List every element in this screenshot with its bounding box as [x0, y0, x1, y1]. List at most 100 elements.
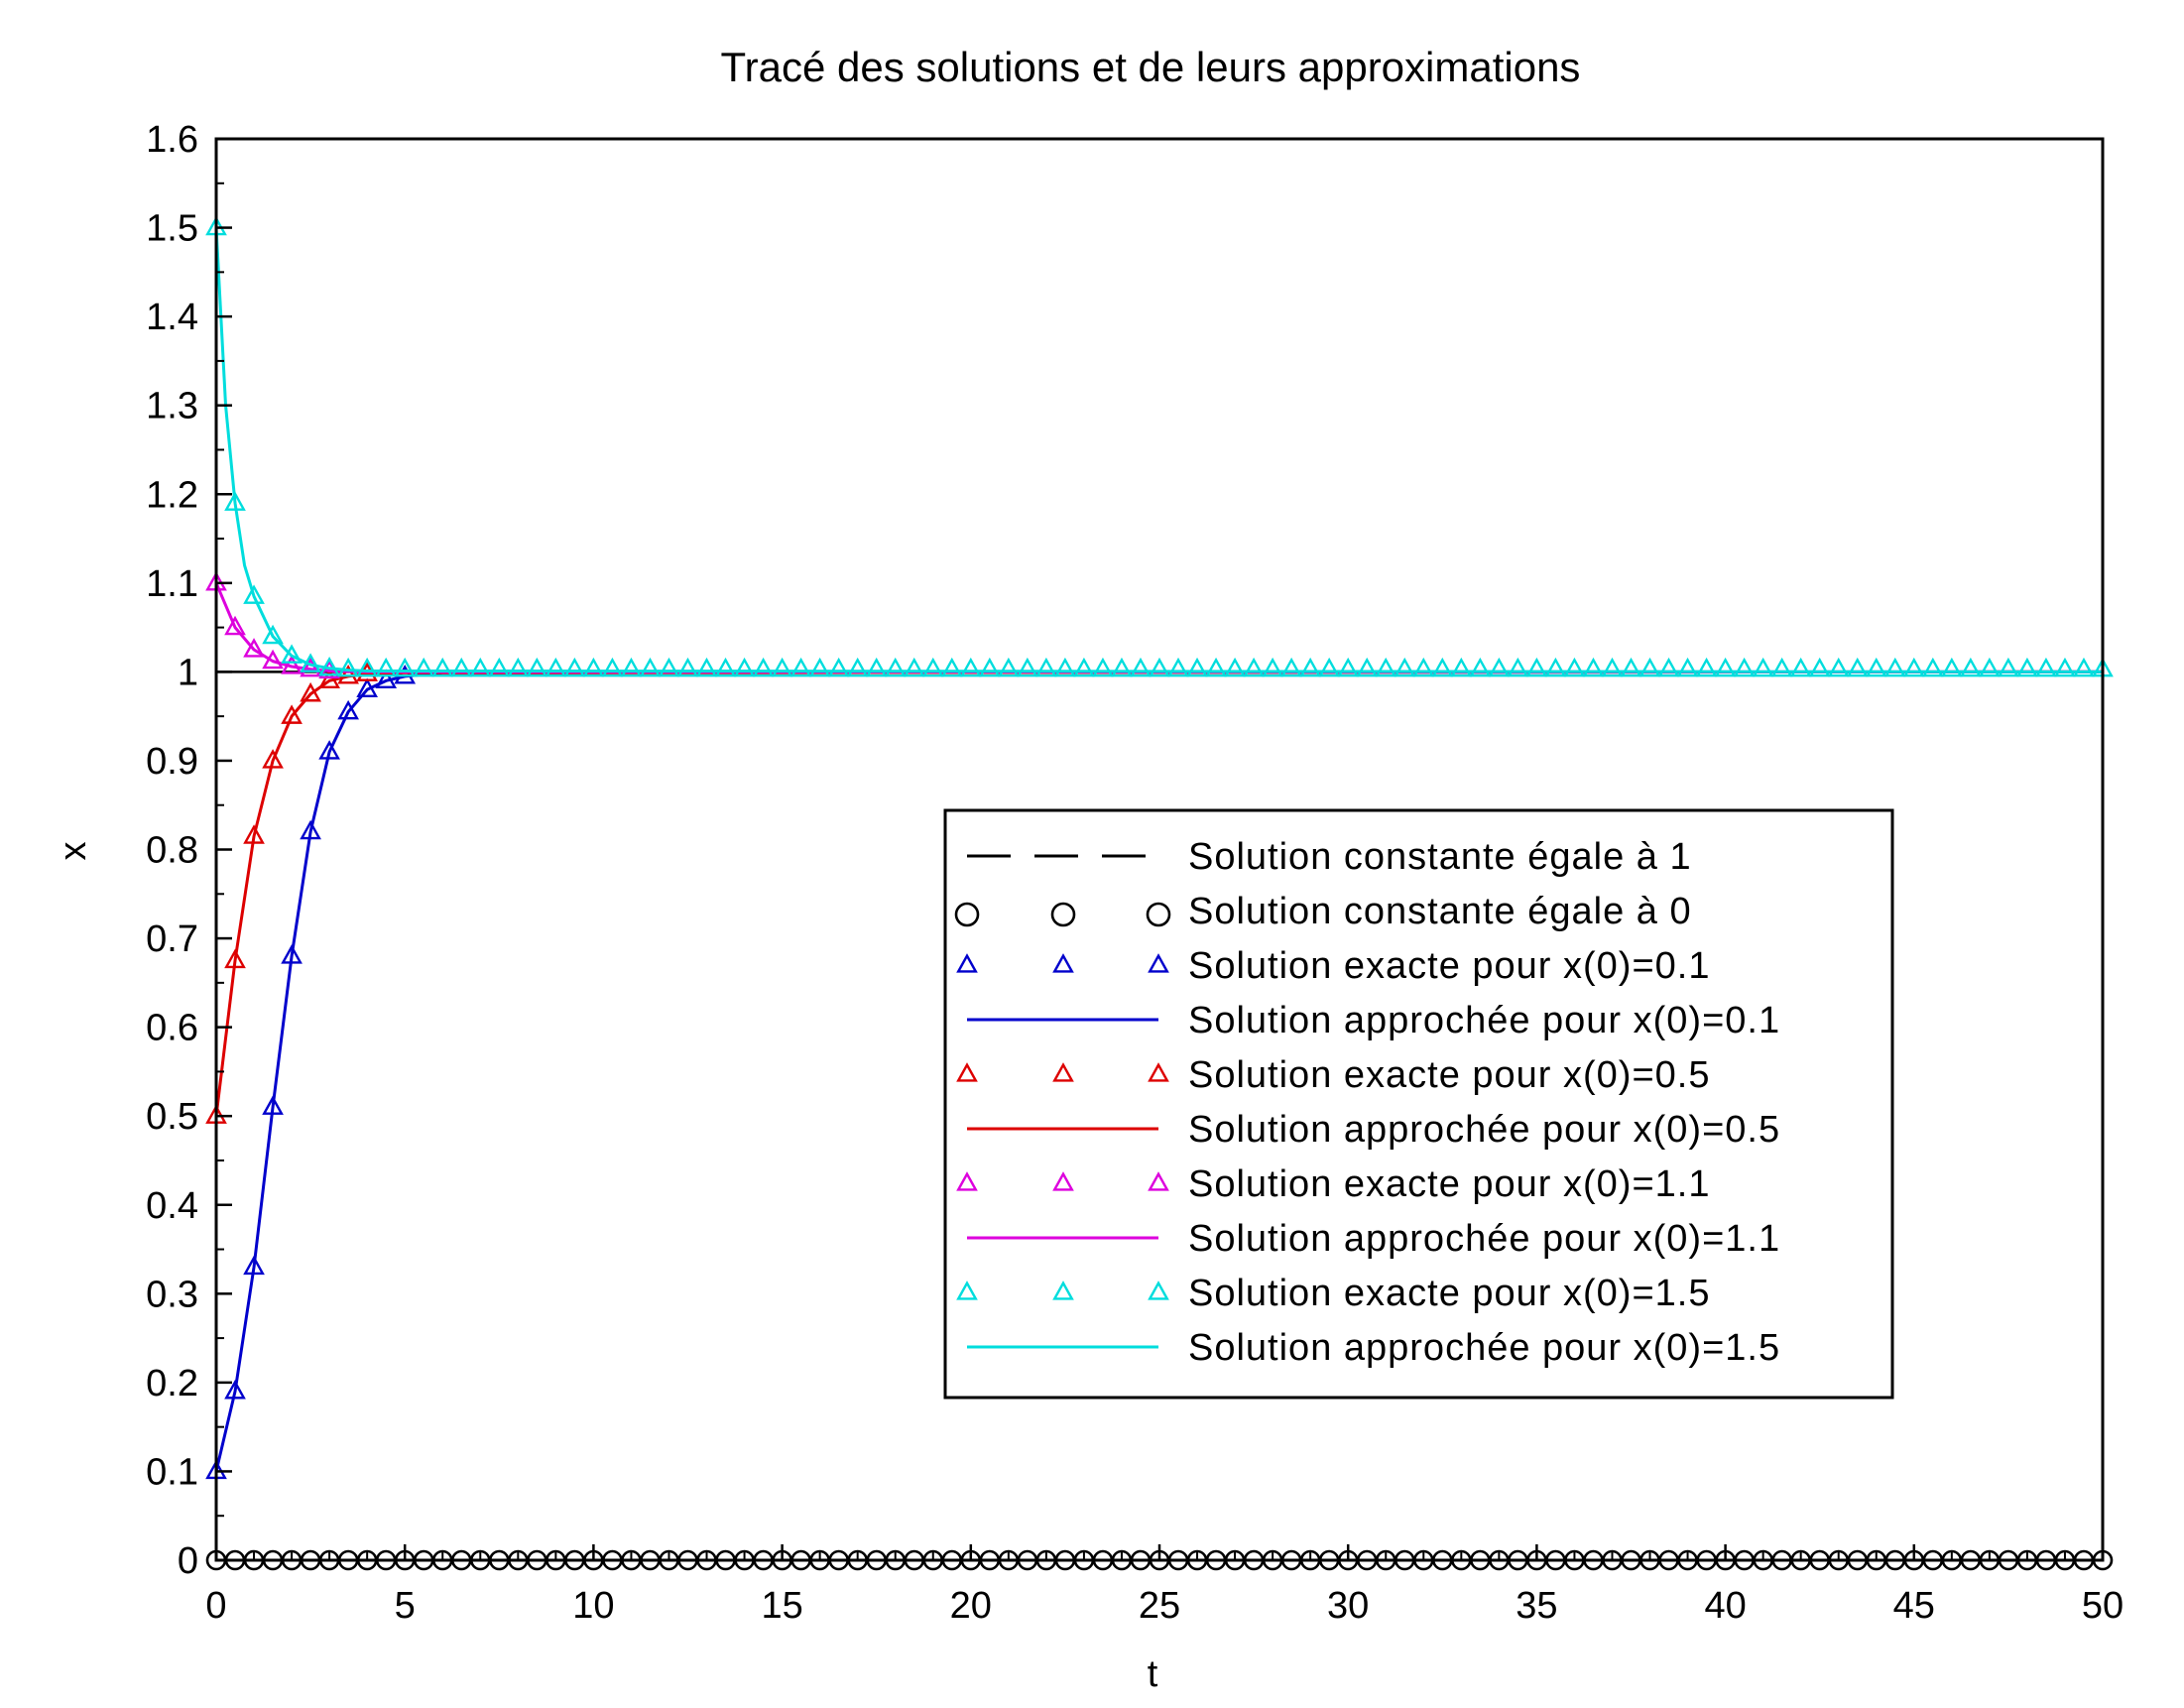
triangle-marker: [1676, 657, 1699, 677]
triangle-marker: [1865, 657, 1887, 677]
triangle-marker: [1770, 657, 1793, 677]
triangle-marker: [639, 657, 662, 677]
triangle-marker: [1789, 657, 1812, 677]
legend-triangle-marker: [1148, 953, 1169, 973]
legend-entry-9: Solution approchée pour x(0)=1.5: [967, 1327, 1779, 1369]
triangle-marker: [601, 657, 624, 677]
triangle-marker: [2016, 657, 2038, 677]
triangle-marker: [1337, 657, 1360, 677]
triangle-marker: [1601, 657, 1624, 677]
legend-entry-0: Solution constante égale à 1: [967, 836, 1692, 878]
triangle-marker: [450, 657, 473, 677]
triangle-marker: [2073, 657, 2095, 677]
y-tick-label: 0.7: [146, 918, 198, 960]
triangle-marker: [1883, 657, 1906, 677]
triangle-marker: [676, 657, 699, 677]
triangle-marker: [413, 657, 435, 677]
triangle-marker: [545, 657, 567, 677]
legend-entry-6: Solution exacte pour x(0)=1.1: [956, 1163, 1710, 1205]
legend-entry-3: Solution approchée pour x(0)=0.1: [967, 1000, 1779, 1041]
triangle-marker: [1582, 657, 1605, 677]
triangle-marker: [1243, 657, 1265, 677]
triangle-marker: [714, 657, 737, 677]
x-tick-label: 0: [205, 1585, 226, 1627]
triangle-marker: [1902, 657, 1925, 677]
triangle-marker: [998, 657, 1020, 677]
legend-entry-7: Solution approchée pour x(0)=1.1: [967, 1218, 1780, 1260]
triangle-marker: [582, 657, 605, 677]
legend-label: Solution approchée pour x(0)=1.1: [1188, 1218, 1780, 1260]
triangle-marker: [1299, 657, 1321, 677]
y-tick-label: 1.6: [146, 119, 198, 161]
legend-triangle-marker: [1148, 1171, 1169, 1191]
legend-circle-marker: [1146, 902, 1171, 927]
triangle-marker: [2035, 657, 2057, 677]
triangle-marker: [1941, 657, 1963, 677]
triangle-marker: [884, 657, 907, 677]
triangle-marker: [1544, 657, 1567, 677]
triangle-marker: [356, 657, 378, 677]
x-tick-label: 20: [950, 1585, 992, 1627]
triangle-marker: [243, 638, 265, 658]
triangle-marker: [488, 657, 511, 677]
triangle-marker: [1808, 657, 1831, 677]
legend: Solution constante égale à 1 Solution con…: [943, 808, 1894, 1400]
legend-triangle-marker: [1148, 1062, 1169, 1082]
triangle-marker: [1979, 657, 2001, 677]
legend-triangle-marker: [956, 953, 978, 973]
legend-box: [943, 808, 1894, 1400]
legend-circle-marker: [1050, 902, 1076, 927]
y-tick-label: 0.1: [146, 1451, 198, 1493]
y-tick-label: 1: [178, 652, 198, 693]
triangle-marker: [563, 657, 586, 677]
legend-circle-marker: [954, 902, 980, 927]
triangle-marker: [846, 657, 869, 677]
y-tick-label: 0.2: [146, 1363, 198, 1404]
triangle-marker: [1752, 657, 1774, 677]
triangle-marker: [262, 624, 284, 645]
legend-entry-4: Solution exacte pour x(0)=0.5: [956, 1054, 1710, 1096]
triangle-marker: [337, 657, 359, 677]
y-tick-label: 0.5: [146, 1096, 198, 1138]
legend-entry-8: Solution exacte pour x(0)=1.5: [956, 1273, 1709, 1314]
legend-triangle-marker: [1052, 953, 1074, 973]
triangle-marker: [262, 749, 284, 769]
triangle-marker: [1130, 657, 1152, 677]
triangle-marker: [733, 657, 756, 677]
legend-triangle-marker: [956, 1281, 978, 1300]
triangle-marker: [1638, 657, 1661, 677]
triangle-marker: [1827, 657, 1850, 677]
triangle-marker: [1620, 657, 1642, 677]
triangle-marker: [1695, 657, 1718, 677]
series-line: [214, 227, 2104, 673]
x-tick-label: 10: [572, 1585, 614, 1627]
triangle-marker: [1394, 657, 1416, 677]
series-8: [205, 215, 2114, 677]
y-tick-label: 0: [178, 1540, 198, 1582]
legend-triangle-marker: [956, 1062, 978, 1082]
triangle-marker: [1525, 657, 1548, 677]
triangle-marker: [243, 584, 265, 604]
legend-entry-1: Solution constante égale à 0: [954, 891, 1691, 932]
triangle-marker: [1921, 657, 1944, 677]
x-tick-label: 30: [1327, 1585, 1369, 1627]
legend-label: Solution exacte pour x(0)=1.1: [1188, 1163, 1710, 1205]
legend-triangle-marker: [1052, 1281, 1074, 1300]
triangle-marker: [1507, 657, 1529, 677]
triangle-marker: [224, 615, 246, 636]
y-tick-label: 1.4: [146, 297, 198, 338]
legend-label: Solution constante égale à 1: [1188, 836, 1692, 878]
x-tick-label: 25: [1139, 1585, 1180, 1627]
chart-title: Tracé des solutions et de leurs approxim…: [721, 44, 1581, 90]
triangle-marker: [469, 657, 492, 677]
x-tick-label: 15: [761, 1585, 802, 1627]
y-tick-label: 0.4: [146, 1185, 198, 1227]
y-tick-label: 1.3: [146, 386, 198, 427]
triangle-marker: [808, 657, 831, 677]
legend-triangle-marker: [1148, 1281, 1169, 1300]
triangle-marker: [1412, 657, 1435, 677]
legend-label: Solution exacte pour x(0)=0.5: [1188, 1054, 1710, 1096]
triangle-marker: [526, 657, 548, 677]
legend-entry-5: Solution approchée pour x(0)=0.5: [967, 1109, 1779, 1151]
